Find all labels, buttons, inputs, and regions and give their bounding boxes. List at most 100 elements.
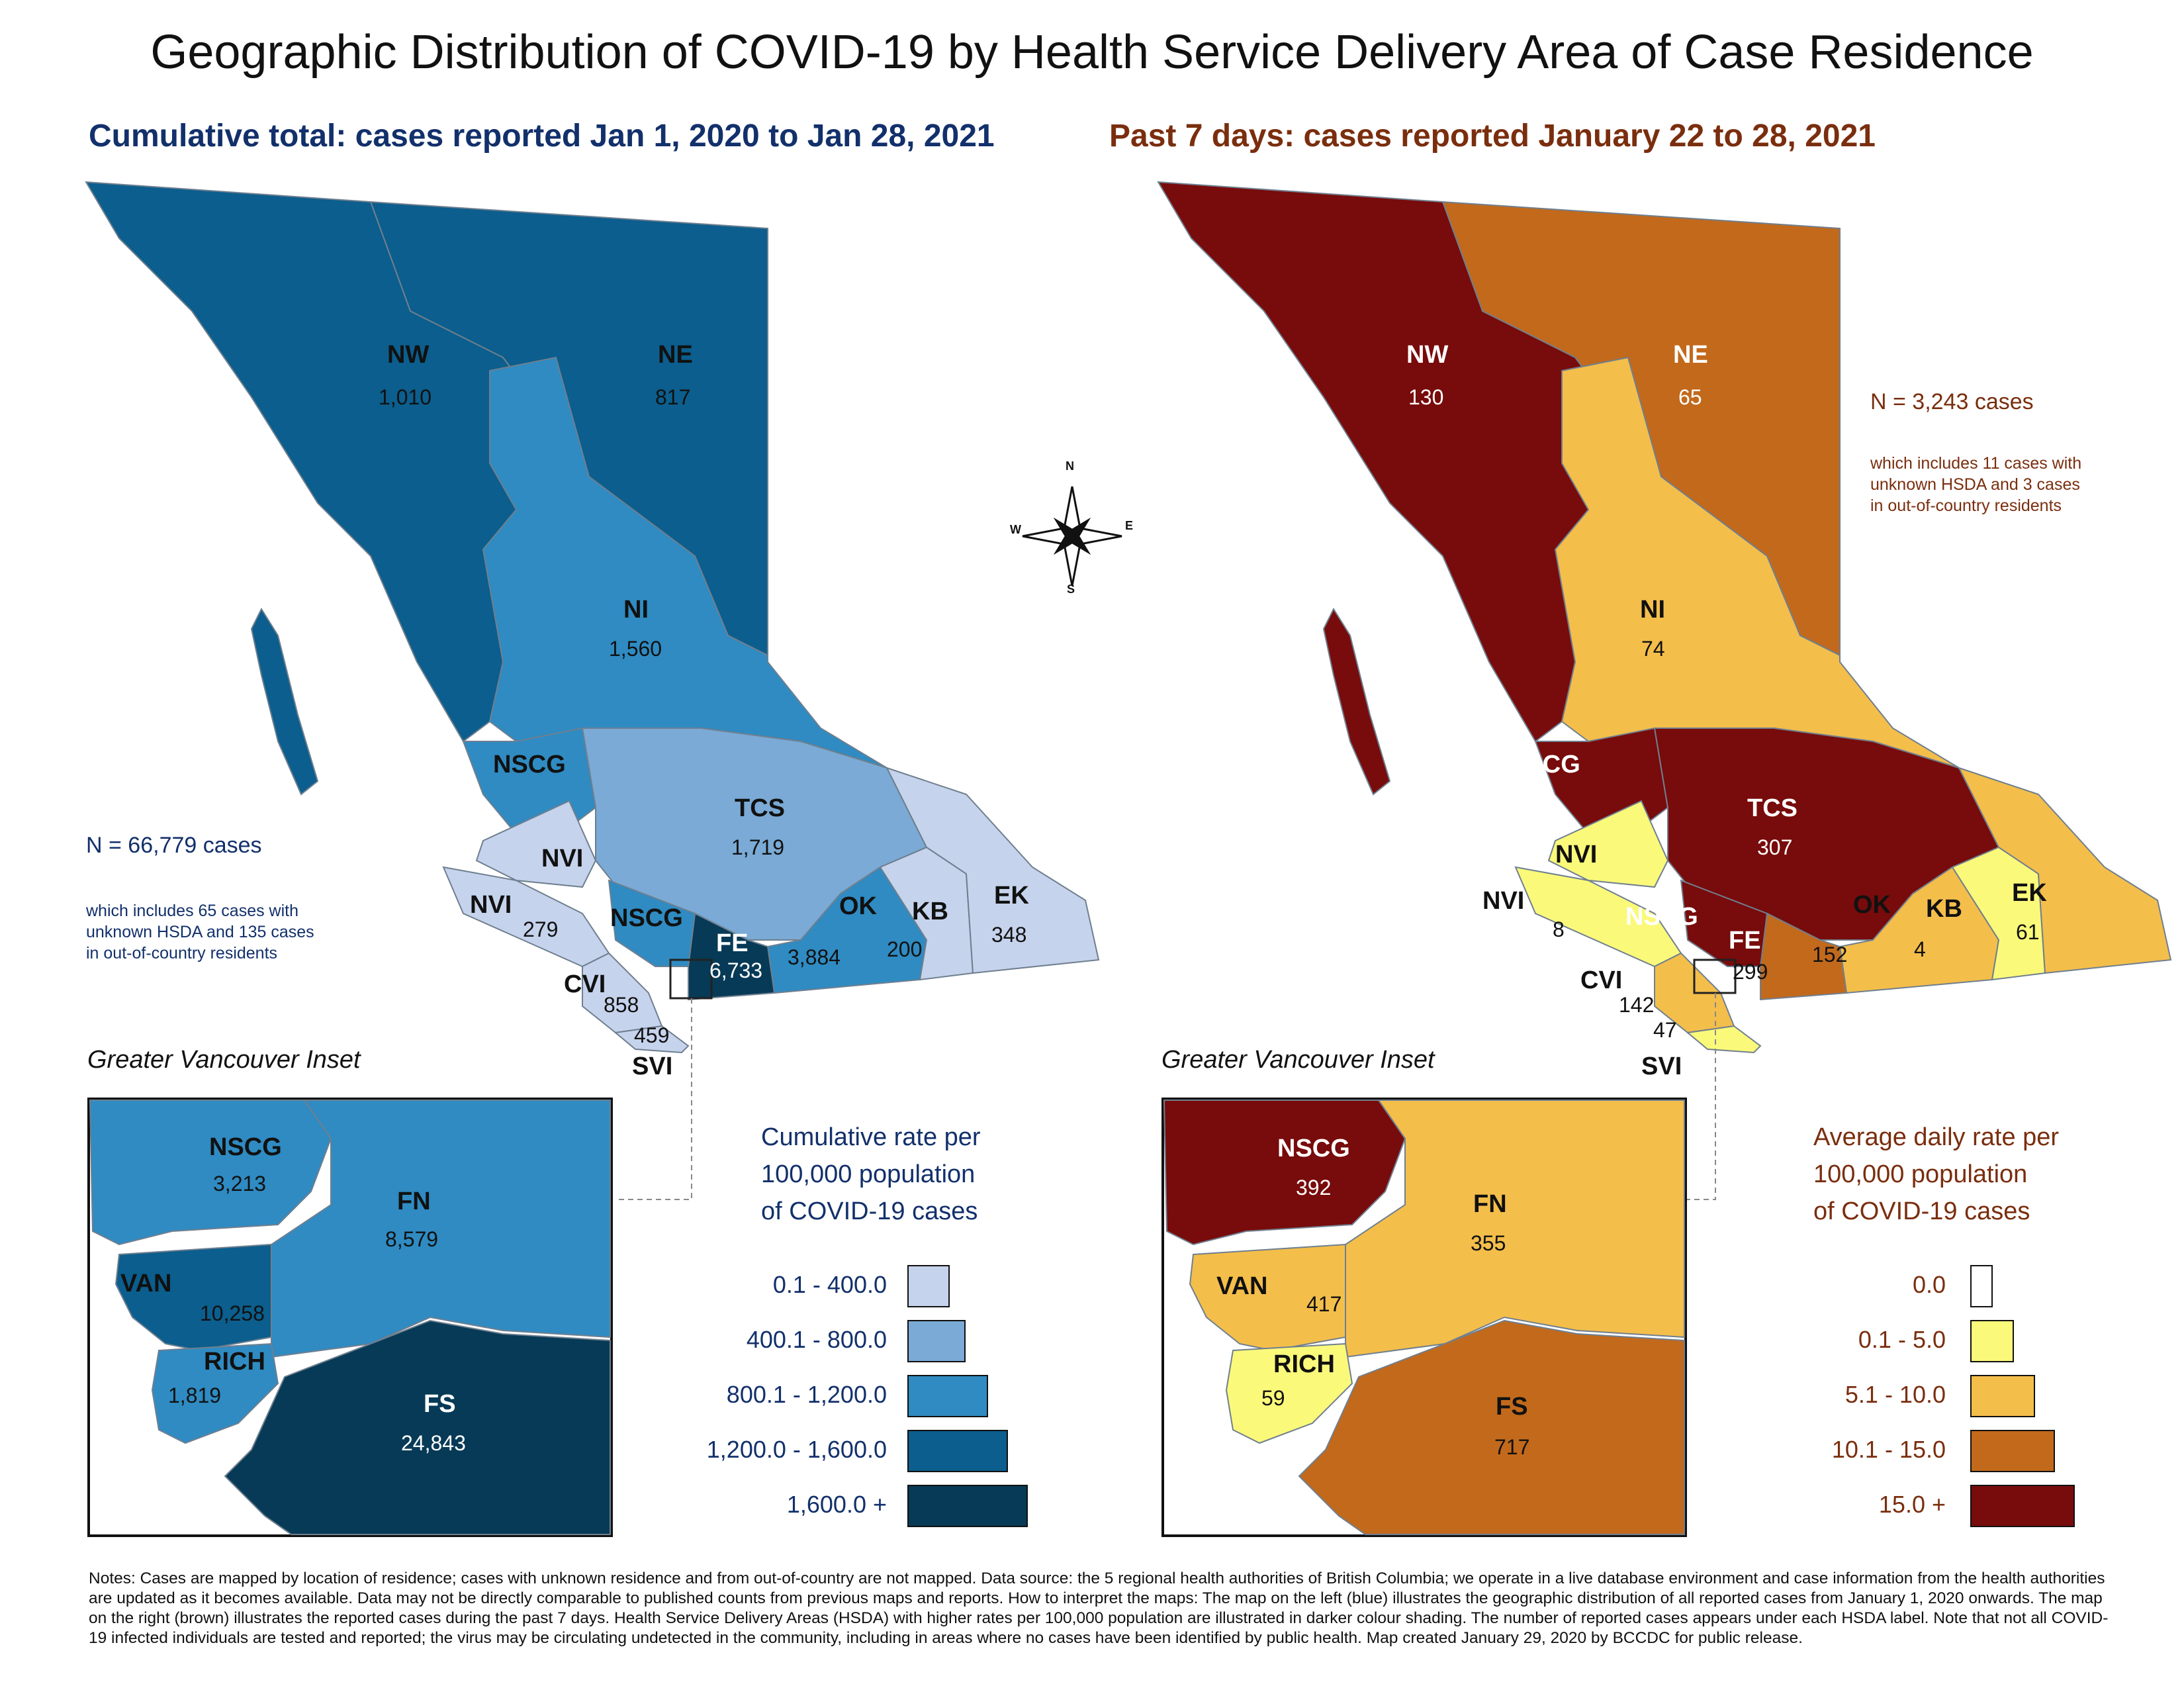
left-inset-map bbox=[87, 1098, 613, 1537]
compass-rose bbox=[1022, 486, 1122, 586]
right-legend-swatches bbox=[1970, 1265, 2075, 1527]
inset-count-fs: 717 bbox=[1494, 1435, 1530, 1459]
region-code-ne: NE bbox=[1673, 341, 1708, 369]
region-code-kb: KB bbox=[912, 898, 948, 925]
legend-label-3: 800.1 - 1,200.0 bbox=[726, 1381, 887, 1408]
region-count-fe: 299 bbox=[1733, 960, 1768, 984]
region-code-nvi-north: NVI bbox=[541, 845, 584, 872]
inset-code-van: VAN bbox=[120, 1270, 172, 1297]
right-inset-map bbox=[1161, 1098, 1687, 1537]
region-code-nw: NW bbox=[387, 341, 430, 369]
legend-swatch-3-left bbox=[907, 1375, 988, 1417]
inset-code-nscg: NSCG bbox=[1277, 1135, 1350, 1162]
region-count-ok: 3,884 bbox=[788, 945, 841, 969]
left-case-note-line: which includes 65 cases with bbox=[86, 902, 298, 920]
region-count-cvi: 858 bbox=[604, 993, 639, 1017]
inset-code-rich: RICH bbox=[1273, 1350, 1335, 1378]
right-case-total: N = 3,243 cases bbox=[1870, 389, 2034, 414]
region-code-kb: KB bbox=[1926, 895, 1962, 923]
inset-count-rich: 1,819 bbox=[168, 1383, 222, 1407]
legend-swatch-5-left bbox=[907, 1485, 1028, 1527]
region-code-tcs: TCS bbox=[1747, 794, 1797, 822]
region-count-ok: 152 bbox=[1812, 943, 1848, 966]
inset-count-nscg: 3,213 bbox=[213, 1172, 267, 1196]
region-code-ok: OK bbox=[1853, 891, 1891, 919]
region-svi-right bbox=[1686, 1025, 1762, 1054]
inset-region-van-left bbox=[114, 1243, 272, 1352]
region-code-nscg-north: NSCG bbox=[493, 751, 566, 778]
compass-e-label: E bbox=[1125, 519, 1134, 532]
inset-region-fs-right bbox=[1298, 1319, 1685, 1535]
legend-swatch-1-right bbox=[1970, 1265, 1993, 1307]
inset-code-nscg: NSCG bbox=[209, 1133, 282, 1161]
region-code-nw: NW bbox=[1406, 341, 1449, 369]
right-legend-title: Average daily rate per 100,000 populatio… bbox=[1813, 1119, 2059, 1230]
right-legend-title-line: of COVID-19 cases bbox=[1813, 1197, 2030, 1225]
left-map bbox=[85, 181, 1100, 1200]
left-map-subtitle: Cumulative total: cases reported Jan 1, … bbox=[89, 118, 995, 154]
inset-code-fs: FS bbox=[1496, 1393, 1528, 1421]
left-legend-title-line: Cumulative rate per bbox=[761, 1123, 981, 1151]
region-code-tcs: TCS bbox=[735, 794, 785, 822]
inset-region-rich-left bbox=[151, 1342, 279, 1444]
region-code-nscg-north: NSCG bbox=[1508, 751, 1580, 778]
inset-region-van-right bbox=[1189, 1243, 1346, 1352]
region-count-nw: 1,010 bbox=[379, 385, 432, 409]
left-legend-title-line: 100,000 population bbox=[761, 1160, 976, 1188]
region-count-ni: 74 bbox=[1641, 637, 1665, 661]
legend-label-5: 15.0 + bbox=[1878, 1491, 1946, 1518]
region-code-svi: SVI bbox=[632, 1053, 673, 1080]
region-svi-left bbox=[614, 1025, 690, 1054]
region-nvi-north-left bbox=[475, 800, 597, 888]
inset-count-fn: 8,579 bbox=[385, 1227, 439, 1251]
right-map-subtitle: Past 7 days: cases reported January 22 t… bbox=[1109, 118, 1876, 154]
legend-swatch-5-right bbox=[1970, 1485, 2075, 1527]
right-case-note-line: unknown HSDA and 3 cases bbox=[1870, 475, 2080, 494]
compass-center bbox=[1068, 532, 1077, 541]
region-count-ni: 1,560 bbox=[609, 637, 662, 661]
inset-leader-right bbox=[1674, 993, 1716, 1200]
region-code-ek: EK bbox=[994, 882, 1029, 910]
region-code-nvi-north: NVI bbox=[1555, 841, 1598, 868]
inset-code-van: VAN bbox=[1216, 1272, 1268, 1300]
legend-swatch-2-right bbox=[1970, 1320, 2014, 1362]
region-ek-right bbox=[1958, 767, 2172, 974]
inset-code-fs: FS bbox=[424, 1390, 456, 1418]
right-case-note-line: in out-of-country residents bbox=[1870, 496, 2062, 515]
legend-label-1: 0.0 bbox=[1912, 1271, 1946, 1298]
inset-code-rich: RICH bbox=[204, 1348, 265, 1376]
inset-code-fn: FN bbox=[1473, 1190, 1507, 1218]
region-code-ek: EK bbox=[2012, 879, 2047, 907]
region-code-ok: OK bbox=[839, 892, 877, 920]
region-count-nvi: 279 bbox=[523, 917, 559, 941]
inset-region-rich-right bbox=[1225, 1342, 1353, 1444]
region-count-svi: 459 bbox=[634, 1023, 670, 1047]
inset-count-nscg: 392 bbox=[1296, 1176, 1332, 1199]
legend-swatch-3-right bbox=[1970, 1375, 2035, 1417]
region-code-svi: SVI bbox=[1641, 1053, 1682, 1080]
left-legend-title: Cumulative rate per 100,000 population o… bbox=[761, 1119, 981, 1230]
region-count-cvi: 142 bbox=[1619, 993, 1655, 1017]
right-inset-title: Greater Vancouver Inset bbox=[1161, 1046, 1435, 1074]
region-ek-left bbox=[886, 767, 1100, 974]
legend-label-2: 0.1 - 5.0 bbox=[1858, 1326, 1946, 1353]
region-code-nscg-south: NSCG bbox=[1625, 903, 1698, 931]
region-count-nvi: 8 bbox=[1553, 917, 1565, 941]
region-count-tcs: 1,719 bbox=[731, 835, 785, 859]
legend-swatch-4-right bbox=[1970, 1430, 2055, 1472]
region-code-ni: NI bbox=[623, 596, 649, 624]
legend-label-4: 1,200.0 - 1,600.0 bbox=[706, 1436, 887, 1463]
region-code-fe: FE bbox=[716, 929, 749, 957]
region-count-svi: 47 bbox=[1653, 1018, 1677, 1042]
inset-count-fs: 24,843 bbox=[401, 1431, 466, 1455]
region-nvi-north-right bbox=[1547, 800, 1669, 888]
left-case-note: which includes 65 cases with unknown HSD… bbox=[86, 900, 314, 964]
region-count-tcs: 307 bbox=[1757, 835, 1793, 859]
region-count-kb: 200 bbox=[887, 937, 923, 961]
region-count-ne: 65 bbox=[1678, 385, 1702, 409]
left-case-note-line: unknown HSDA and 135 cases bbox=[86, 923, 314, 941]
region-code-fe: FE bbox=[1729, 927, 1761, 955]
left-legend-title-line: of COVID-19 cases bbox=[761, 1197, 978, 1225]
inset-count-rich: 59 bbox=[1261, 1386, 1285, 1410]
